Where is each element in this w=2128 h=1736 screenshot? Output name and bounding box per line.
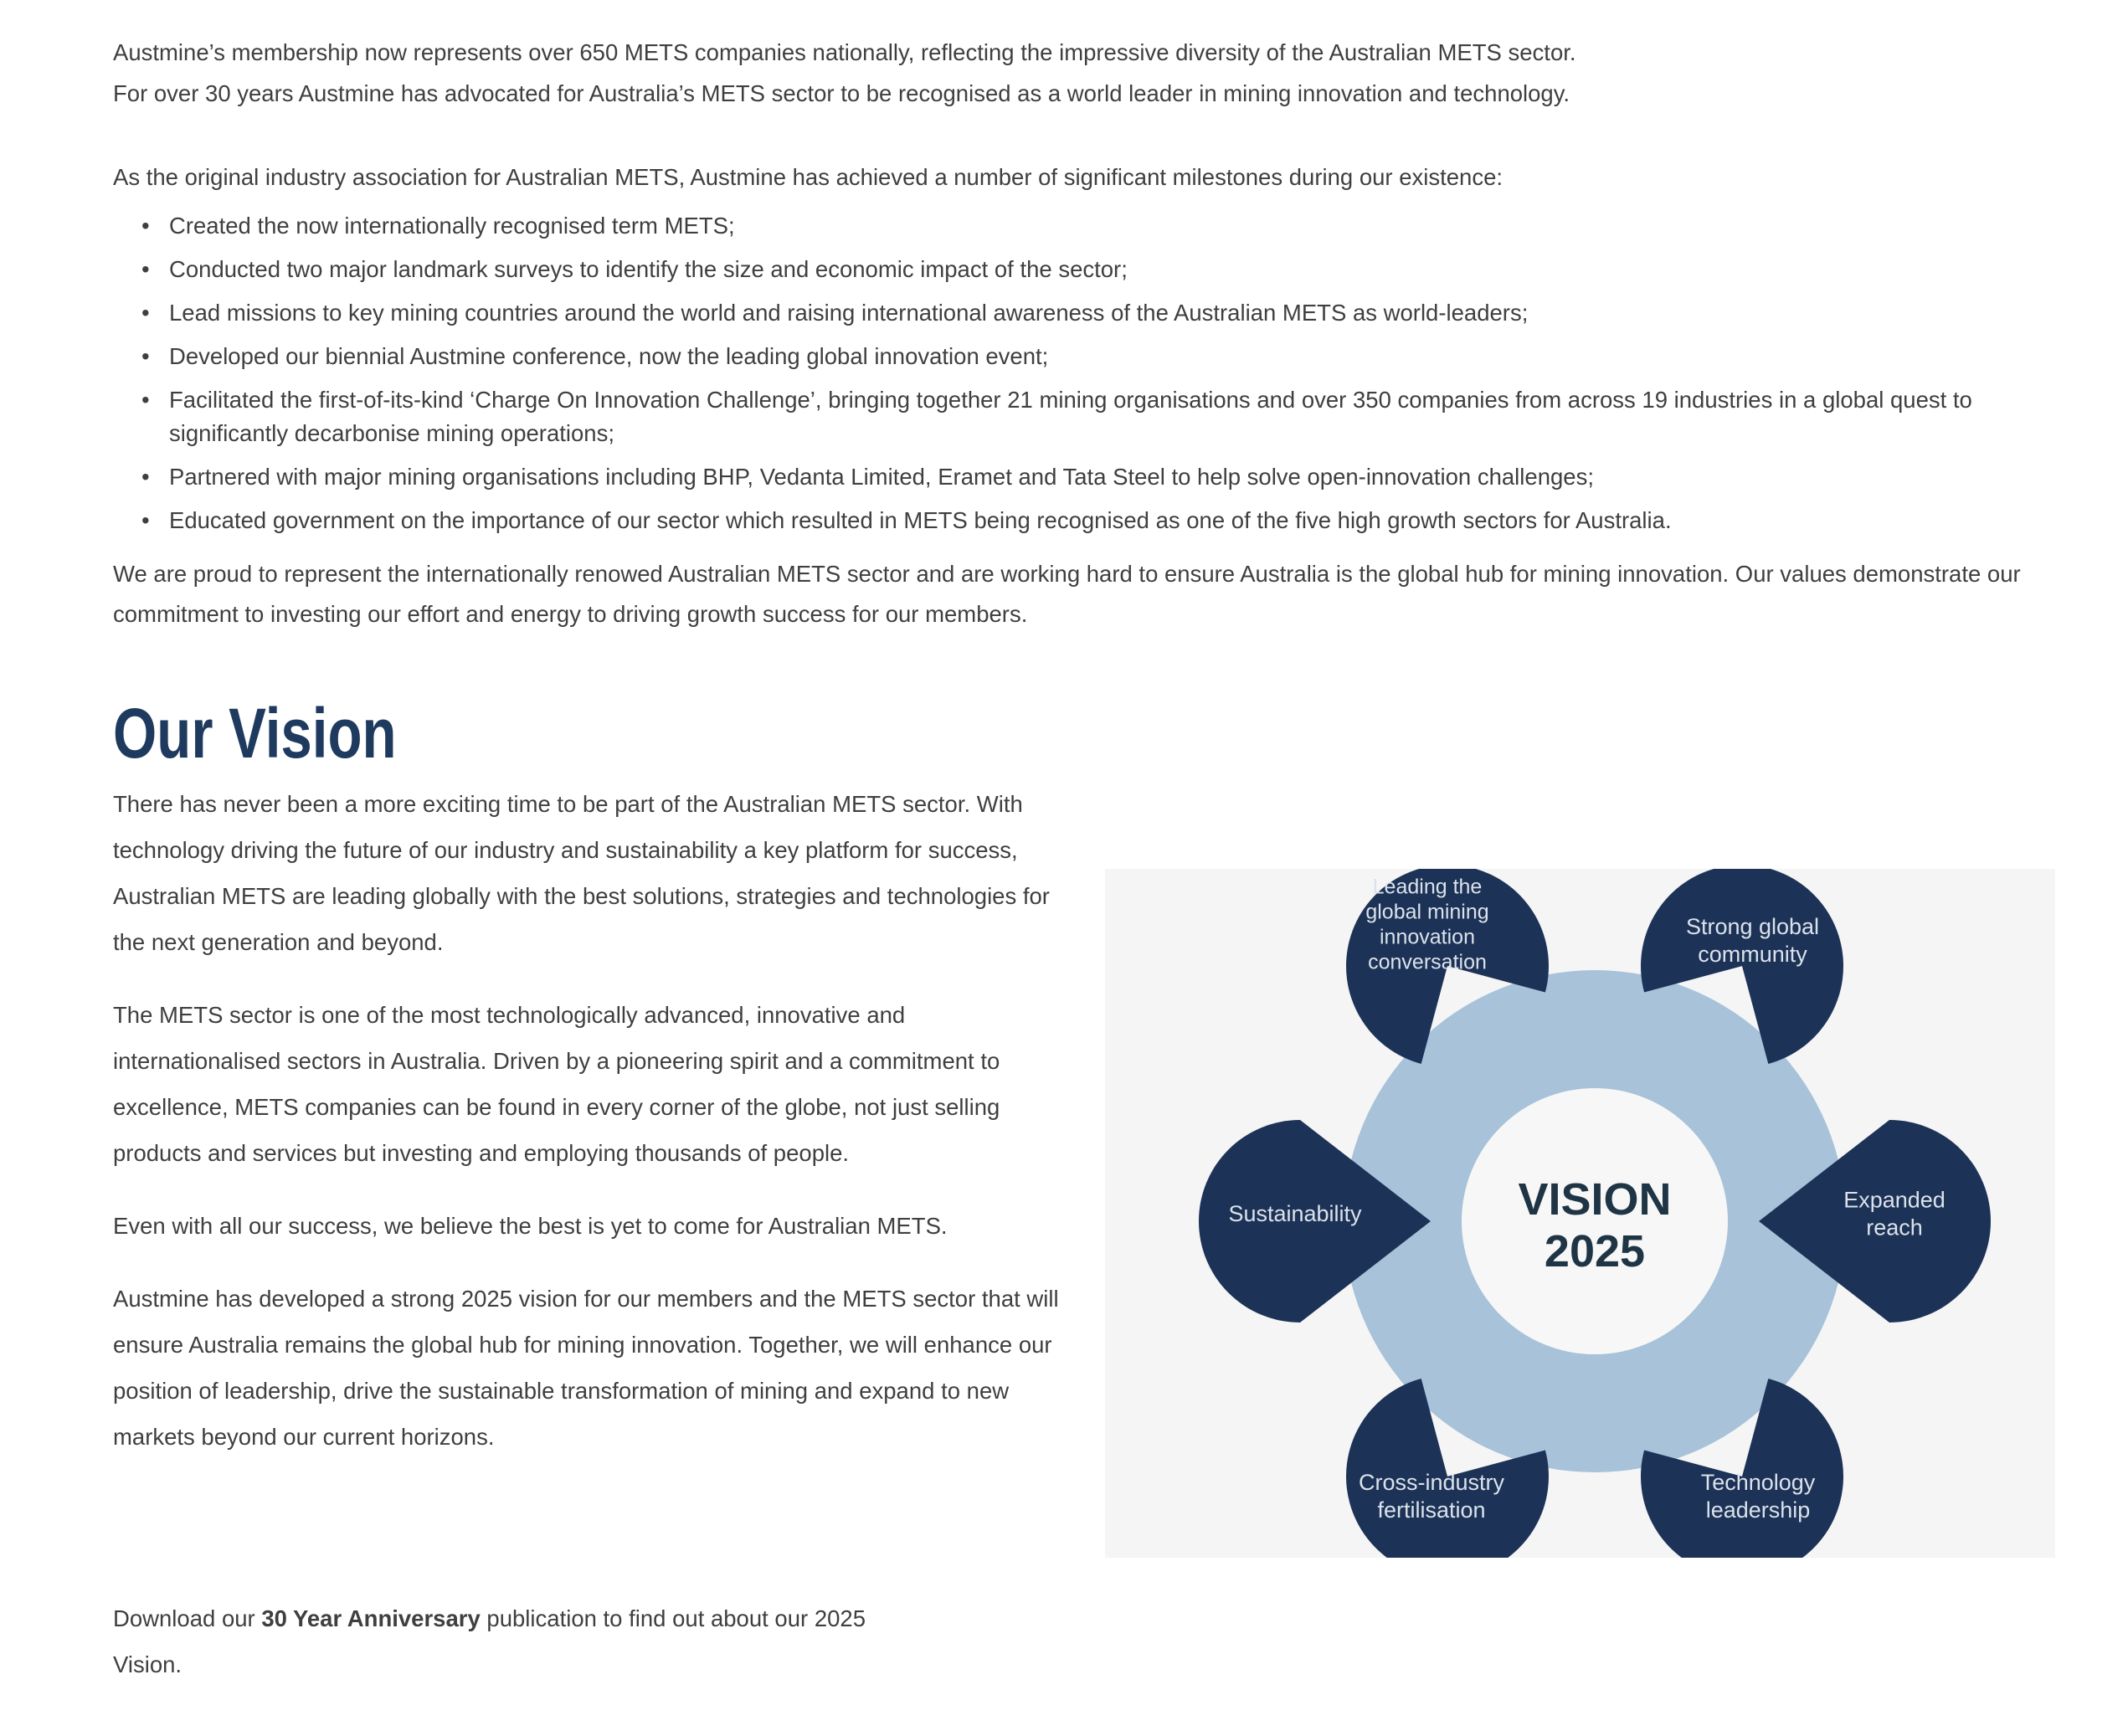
svg-text:Technology: Technology <box>1701 1470 1816 1495</box>
svg-text:VISION: VISION <box>1518 1174 1671 1225</box>
svg-text:global mining: global mining <box>1365 900 1488 923</box>
svg-text:Cross-industry: Cross-industry <box>1359 1470 1505 1495</box>
svg-text:conversation: conversation <box>1368 950 1487 973</box>
svg-text:Leading the: Leading the <box>1373 875 1483 898</box>
svg-text:Expanded: Expanded <box>1843 1187 1946 1212</box>
svg-text:innovation: innovation <box>1380 925 1475 948</box>
svg-text:fertilisation: fertilisation <box>1377 1497 1485 1523</box>
svg-text:reach: reach <box>1866 1215 1923 1240</box>
svg-text:leadership: leadership <box>1706 1497 1811 1523</box>
svg-text:Sustainability: Sustainability <box>1228 1201 1362 1226</box>
svg-text:Strong global: Strong global <box>1686 914 1819 939</box>
svg-text:2025: 2025 <box>1545 1226 1645 1276</box>
svg-text:community: community <box>1698 942 1807 967</box>
